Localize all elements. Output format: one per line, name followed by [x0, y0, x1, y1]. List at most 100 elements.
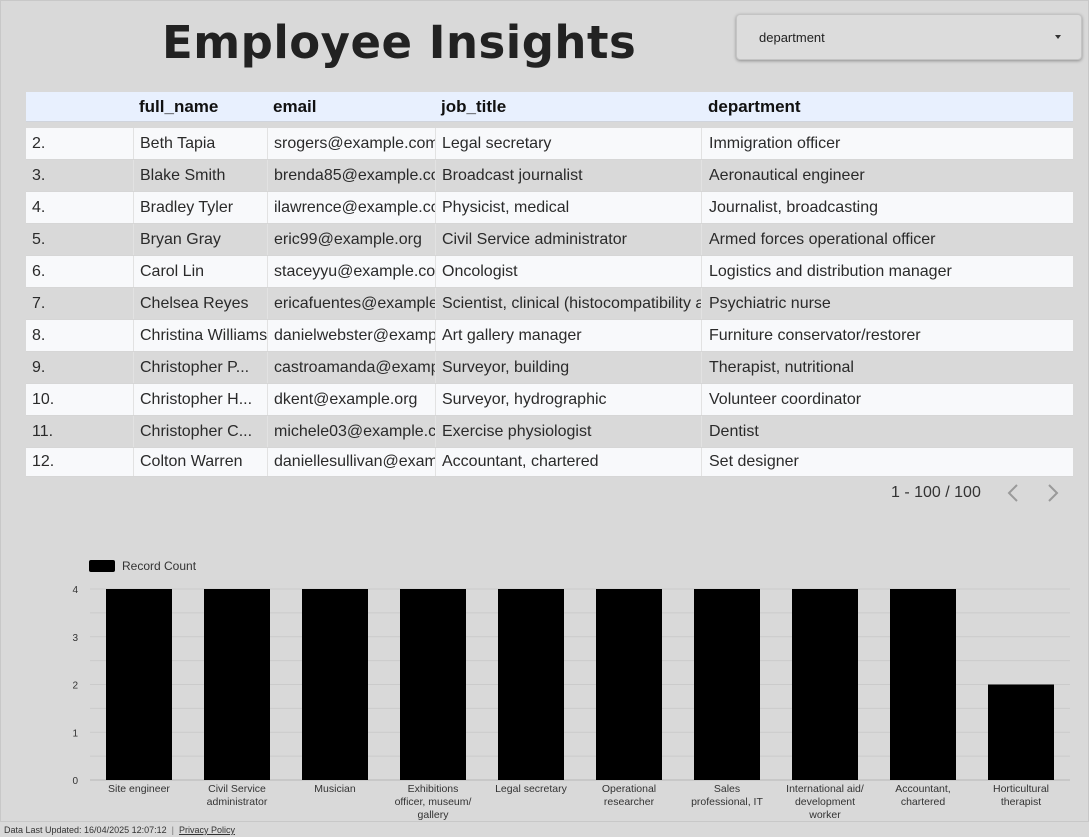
x-tick-label: development: [795, 796, 855, 808]
row-job-title: Surveyor, building: [435, 352, 701, 383]
chart-legend[interactable]: Record Count: [89, 559, 196, 573]
row-department: Psychiatric nurse: [701, 288, 1073, 319]
x-tick-label: Musician: [314, 783, 356, 795]
row-department: Set designer: [701, 448, 1073, 476]
row-index: 4.: [32, 198, 46, 216]
column-header-department[interactable]: department: [708, 96, 801, 116]
pagination-range: 1 - 100 / 100: [891, 484, 981, 501]
row-department: Immigration officer: [701, 128, 1073, 159]
x-tick-label: Exhibitions: [408, 783, 459, 795]
table-body: 2. Beth Tapia srogers@example.com Legal sec…: [26, 128, 1073, 477]
table-row[interactable]: 10. Christopher H... dkent@example.org Surv…: [26, 384, 1073, 416]
row-email: danielwebster@example.com: [267, 320, 435, 351]
chart-svg: 0 1 2 3 4 Site engineer Civil Serviceadministr…: [72, 585, 1070, 820]
employee-table: full_name email job_title department 2. B…: [26, 92, 1073, 477]
table-row[interactable]: 6. Carol Lin staceyyu@example.com Oncologis…: [26, 256, 1073, 288]
row-job-title: Exercise physiologist: [435, 416, 701, 447]
row-department: Therapist, nutritional: [701, 352, 1073, 383]
bar[interactable]: [106, 589, 172, 780]
row-index: 7.: [32, 294, 46, 312]
row-full-name: Bryan Gray: [133, 224, 267, 255]
table-row[interactable]: 9. Christopher P...castroamanda@example.c…: [26, 352, 1073, 384]
row-index: 9.: [32, 358, 46, 376]
row-department: Aeronautical engineer: [701, 160, 1073, 191]
chevron-left-icon[interactable]: [1003, 481, 1023, 505]
column-header-email[interactable]: email: [273, 96, 317, 116]
bar[interactable]: [988, 684, 1054, 781]
row-full-name: Beth Tapia: [133, 128, 267, 159]
record-count-chart: Record Count 0 1 2 3 4 Site engineer Civil Ser…: [60, 550, 1080, 820]
row-job-title: Accountant, chartered: [435, 448, 701, 476]
x-tick-label: researcher: [604, 796, 655, 808]
footer-separator: |: [171, 825, 174, 835]
row-email: castroamanda@example.com: [267, 352, 435, 383]
x-tick-label: Civil Service: [208, 783, 266, 795]
page-title: Employee Insights: [162, 16, 637, 69]
table-row[interactable]: 12. Colton Warrendaniellesullivan@example…: [26, 448, 1073, 477]
row-department: Journalist, broadcasting: [701, 192, 1073, 223]
x-tick-label: Site engineer: [108, 783, 170, 795]
privacy-policy-link[interactable]: Privacy Policy: [178, 825, 235, 835]
x-tick-label: Horticultural: [993, 783, 1049, 795]
column-header-index[interactable]: [26, 92, 133, 121]
table-row[interactable]: 7. Chelsea Reyesericafuentes@example.comS…: [26, 288, 1073, 320]
row-job-title: Scientist, clinical (histocompatibility …: [435, 288, 701, 319]
row-job-title: Legal secretary: [435, 128, 701, 159]
table-row[interactable]: 5. Bryan Gray eric99@example.org Civil Serv…: [26, 224, 1073, 256]
row-index: 12.: [32, 453, 55, 470]
x-tick-label: International aid/: [786, 783, 864, 795]
x-tick-label: Accountant,: [895, 783, 950, 795]
row-job-title: Broadcast journalist: [435, 160, 701, 191]
table-row[interactable]: 11. Christopher C...michele03@example.com…: [26, 416, 1073, 448]
row-department: Armed forces operational officer: [701, 224, 1073, 255]
table-row[interactable]: 8. Christina Williamsdanielwebster@exampl…: [26, 320, 1073, 352]
row-email: brenda85@example.com: [267, 160, 435, 191]
table-row[interactable]: 4. Bradley Tylerilawrence@example.comPhys…: [26, 192, 1073, 224]
row-department: Logistics and distribution manager: [701, 256, 1073, 287]
x-tick-label: worker: [808, 809, 841, 820]
bar[interactable]: [694, 589, 760, 780]
row-department: Volunteer coordinator: [701, 384, 1073, 415]
x-tick-label: Sales: [714, 783, 740, 795]
row-full-name: Colton Warren: [133, 448, 267, 476]
chevron-right-icon[interactable]: [1043, 481, 1063, 505]
x-tick-label: administrator: [207, 796, 268, 808]
column-header-full-name[interactable]: full_name: [139, 96, 219, 116]
bar[interactable]: [498, 589, 564, 780]
row-email: dkent@example.org: [267, 384, 435, 415]
row-full-name: Christopher P...: [133, 352, 267, 383]
bar[interactable]: [890, 589, 956, 780]
row-index: 10.: [32, 390, 55, 408]
caret-down-icon: [1055, 35, 1061, 39]
row-full-name: Christopher H...: [133, 384, 267, 415]
bar[interactable]: [302, 589, 368, 780]
row-index: 2.: [32, 134, 46, 152]
column-header-job-title[interactable]: job_title: [441, 96, 507, 116]
row-job-title: Physicist, medical: [435, 192, 701, 223]
row-department: Dentist: [701, 416, 1073, 447]
x-tick-label: officer, museum/: [395, 796, 472, 808]
row-full-name: Christopher C...: [133, 416, 267, 447]
x-tick-label: gallery: [418, 809, 450, 820]
row-email: srogers@example.com: [267, 128, 435, 159]
table-row[interactable]: 3. Blake Smithbrenda85@example.comBroadca…: [26, 160, 1073, 192]
table-header: full_name email job_title department: [26, 92, 1073, 122]
row-full-name: Blake Smith: [133, 160, 267, 191]
footer: Data Last Updated: 16/04/2025 12:07:12 |…: [4, 825, 235, 835]
bar[interactable]: [204, 589, 270, 780]
row-email: michele03@example.com: [267, 416, 435, 447]
bar[interactable]: [596, 589, 662, 780]
x-tick-label: Operational: [602, 783, 656, 795]
table-row[interactable]: 2. Beth Tapia srogers@example.com Legal sec…: [26, 128, 1073, 160]
x-tick-label: Legal secretary: [495, 783, 568, 795]
x-tick-label: chartered: [901, 796, 946, 808]
department-dropdown[interactable]: department: [736, 14, 1082, 60]
pagination: 1 - 100 / 100: [880, 480, 1070, 506]
y-tick-label: 2: [72, 681, 78, 692]
bar[interactable]: [400, 589, 466, 780]
row-email: daniellesullivan@example.com: [267, 448, 435, 476]
dropdown-label: department: [759, 29, 825, 45]
x-tick-label: professional, IT: [691, 796, 763, 808]
bar[interactable]: [792, 589, 858, 780]
row-index: 8.: [32, 326, 46, 344]
